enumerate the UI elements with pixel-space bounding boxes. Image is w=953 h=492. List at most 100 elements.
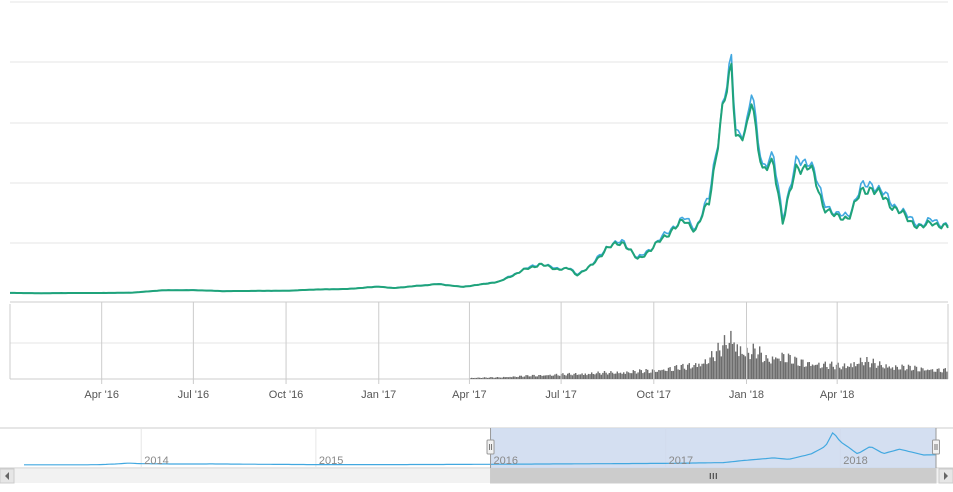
volume-bar — [557, 375, 559, 379]
volume-bar — [943, 368, 945, 379]
price-series-line-2 — [10, 62, 949, 295]
x-tick-label: Jan '17 — [361, 389, 396, 401]
volume-bar — [576, 374, 578, 379]
volume-bar — [696, 367, 698, 379]
volume-bar — [616, 371, 618, 379]
volume-bar — [821, 367, 823, 379]
volume-bar — [781, 352, 783, 379]
volume-bar — [711, 351, 713, 379]
volume-bar — [695, 363, 697, 379]
volume-bar — [859, 357, 862, 379]
volume-bar — [899, 369, 902, 379]
navigator-handles[interactable] — [486, 428, 940, 468]
navigator-tick-label: 2017 — [669, 455, 693, 467]
volume-bar — [627, 372, 630, 379]
volume-bar — [946, 371, 948, 379]
volume-bar — [485, 377, 487, 379]
scrollbar[interactable] — [0, 468, 953, 484]
volume-bar — [757, 354, 759, 379]
scrollbar-right-button[interactable] — [938, 468, 953, 484]
volume-bar — [715, 351, 718, 379]
scrollbar-thumb[interactable] — [490, 468, 937, 484]
volume-bar — [573, 373, 575, 379]
volume-bar — [773, 359, 775, 379]
volume-bar — [727, 348, 729, 379]
volume-bar — [775, 357, 777, 379]
volume-bar — [669, 367, 671, 379]
x-tick-label: Apr '17 — [452, 389, 487, 401]
volume-bar — [791, 363, 793, 379]
volume-bar — [469, 378, 471, 379]
volume-bar — [912, 369, 914, 379]
volume-bar — [933, 371, 935, 379]
volume-bar — [592, 374, 594, 379]
volume-bar — [879, 361, 881, 379]
volume-bar — [941, 372, 943, 379]
volume-bar — [831, 361, 833, 379]
volume-bar — [605, 372, 607, 379]
scrollbar-left-button[interactable] — [0, 468, 15, 484]
volume-bar — [680, 365, 682, 379]
volume-bar — [581, 373, 583, 379]
volume-bar — [703, 363, 705, 379]
volume-bar — [645, 369, 647, 379]
volume-bar — [803, 366, 806, 379]
volume-bar — [615, 373, 617, 379]
navigator[interactable]: 2014 2015 2016 2017 2018 — [0, 427, 953, 469]
volume-bar — [554, 374, 556, 379]
navigator-selection[interactable] — [490, 428, 936, 468]
volume-bar — [893, 369, 895, 379]
volume-bar — [504, 377, 506, 379]
volume-bar — [706, 364, 708, 379]
volume-bar — [735, 351, 737, 379]
volume-bar — [770, 363, 772, 379]
handle-grip — [486, 439, 495, 455]
volume-bar — [642, 373, 644, 379]
volume-bar — [571, 375, 574, 379]
volume-bar — [853, 362, 855, 379]
x-tick-label: Jul '17 — [545, 389, 576, 401]
arrow-left-icon — [5, 472, 9, 480]
navigator-left-handle[interactable] — [486, 428, 495, 468]
volume-bar — [523, 376, 526, 379]
volume-bar — [538, 375, 540, 379]
volume-bar — [525, 375, 527, 379]
volume-bar — [655, 371, 657, 379]
volume-bar — [767, 358, 769, 379]
volume-bar — [579, 374, 582, 379]
volume-bar — [659, 370, 662, 379]
volume-bar — [762, 362, 764, 379]
volume-bar — [743, 354, 745, 379]
volume-bar — [927, 369, 929, 379]
volume-bar — [597, 371, 599, 379]
volume-bar — [707, 363, 710, 379]
volume-bar — [824, 361, 826, 379]
navigator-tick-label: 2014 — [144, 455, 168, 467]
volume-bar — [901, 364, 903, 379]
navigator-tick-label: 2016 — [494, 455, 518, 467]
volume-bar — [531, 374, 534, 379]
volume-bar — [883, 368, 886, 379]
volume-bar — [749, 359, 751, 379]
volume-bar — [882, 367, 884, 379]
volume-bar — [917, 371, 919, 379]
volume-bar — [539, 375, 542, 379]
volume-bar — [541, 375, 543, 379]
volume-bar — [811, 364, 814, 379]
volume-bar — [608, 373, 610, 379]
volume-bar — [738, 356, 740, 379]
volume-bar — [867, 361, 870, 379]
volume-bar — [765, 355, 767, 379]
navigator-right-handle[interactable] — [932, 428, 940, 468]
volume-bar — [835, 364, 838, 379]
volume-bar — [490, 377, 492, 379]
volume-bar — [936, 368, 938, 379]
volume-bar — [591, 372, 593, 379]
volume-bar — [845, 368, 847, 379]
volume-bar — [851, 367, 854, 379]
volume-bar — [903, 365, 905, 379]
volume-bar — [512, 376, 514, 379]
volume-bar — [583, 375, 585, 379]
